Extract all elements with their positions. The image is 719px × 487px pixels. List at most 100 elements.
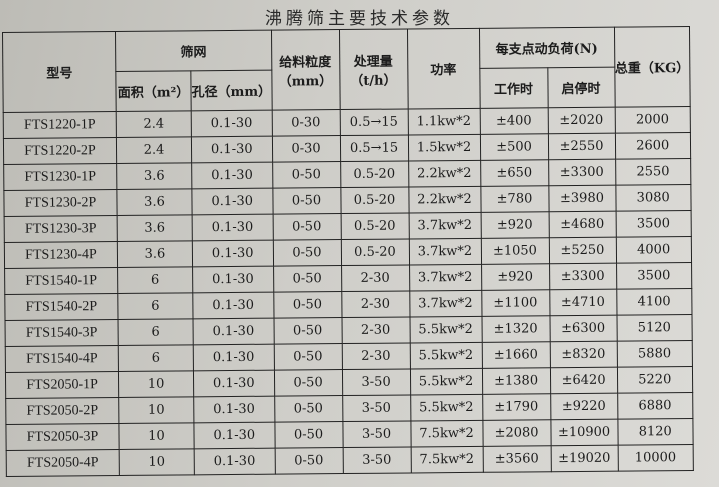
cell-weight: 8120 [617, 418, 694, 446]
cell-weight: 3500 [616, 262, 692, 290]
cell-area: 6 [118, 344, 194, 372]
header-aperture: 孔径（mm） [190, 70, 272, 111]
cell-weight: 5880 [616, 340, 693, 368]
cell-model: FTS1230-2P [3, 189, 118, 217]
cell-start-stop-load: ±2020 [547, 107, 615, 134]
cell-aperture: 0.1-30 [193, 422, 275, 449]
cell-working-load: ±1050 [480, 237, 550, 265]
cell-model: FTS1220-2P [3, 137, 117, 165]
cell-feed-size: 0-50 [274, 395, 343, 423]
cell-aperture: 0.1-30 [191, 162, 273, 189]
header-weight: 总重（KG） [613, 26, 691, 108]
cell-feed-size: 0-50 [272, 213, 341, 241]
cell-model: FTS1540-2P [4, 293, 119, 321]
cell-capacity: 2-30 [341, 316, 410, 344]
cell-aperture: 0.1-30 [194, 448, 275, 475]
cell-area: 10 [118, 422, 195, 450]
cell-working-load: ±1790 [482, 393, 551, 421]
cell-power: 2.2kw*2 [408, 160, 481, 187]
page-title: 沸腾筛主要技术参数 [265, 9, 454, 29]
header-power: 功率 [407, 28, 480, 109]
cell-start-stop-load: ±6420 [549, 367, 618, 394]
cell-aperture: 0.1-30 [192, 292, 274, 319]
cell-feed-size: 0-50 [274, 421, 343, 449]
cell-power: 2.2kw*2 [408, 186, 481, 213]
cell-weight: 4000 [615, 236, 692, 264]
cell-aperture: 0.1-30 [193, 396, 275, 423]
cell-aperture: 0.1-30 [191, 188, 273, 215]
cell-feed-size: 0-50 [274, 447, 343, 475]
cell-power: 3.7kw*2 [408, 238, 482, 265]
cell-start-stop-load: ±4710 [549, 289, 617, 316]
cell-weight: 5220 [616, 366, 693, 394]
cell-area: 6 [118, 318, 194, 346]
cell-power: 5.5kw*2 [409, 368, 483, 395]
cell-feed-size: 0-50 [273, 343, 342, 371]
cell-working-load: ±3560 [482, 445, 551, 473]
cell-power: 1.1kw*2 [407, 108, 480, 135]
cell-capacity: 0.5-20 [340, 186, 409, 214]
cell-area: 3.6 [116, 162, 192, 190]
cell-weight: 2000 [614, 106, 691, 134]
spec-table: 型号 筛网 给料粒度（mm） 处理量（t/h） 功率 每支点动负荷(N) 总重（… [2, 26, 694, 477]
cell-capacity: 0.5→15 [339, 108, 408, 136]
cell-feed-size: 0-50 [272, 161, 341, 189]
cell-working-load: ±1320 [481, 315, 550, 343]
cell-power: 7.5kw*2 [410, 446, 483, 473]
cell-feed-size: 0-30 [271, 135, 341, 163]
cell-model: FTS2050-1P [5, 371, 119, 399]
cell-start-stop-load: ±3980 [548, 185, 616, 212]
cell-area: 6 [117, 266, 193, 294]
cell-start-stop-load: ±4680 [548, 211, 616, 238]
cell-working-load: ±500 [479, 133, 549, 161]
cell-start-stop-load: ±2550 [547, 133, 616, 160]
cell-capacity: 2-30 [341, 264, 410, 292]
cell-feed-size: 0-50 [273, 317, 342, 345]
cell-start-stop-load: ±3300 [549, 263, 617, 290]
header-start-stop: 启停时 [547, 67, 615, 108]
cell-power: 7.5kw*2 [410, 420, 483, 447]
cell-weight: 10000 [617, 444, 694, 472]
cell-weight: 4100 [616, 288, 692, 316]
cell-capacity: 0.5-20 [340, 160, 409, 188]
header-area: 面积（m²） [115, 70, 192, 112]
cell-power: 3.7kw*2 [409, 290, 482, 317]
cell-start-stop-load: ±5250 [548, 237, 617, 264]
cell-capacity: 3-50 [342, 446, 411, 474]
cell-power: 1.5kw*2 [407, 134, 481, 161]
header-working: 工作时 [479, 67, 548, 109]
header-capacity: 处理量（t/h） [339, 28, 408, 110]
cell-power: 5.5kw*2 [410, 394, 483, 421]
cell-area: 10 [119, 448, 195, 476]
cell-working-load: ±920 [480, 211, 549, 239]
cell-working-load: ±780 [480, 185, 549, 213]
cell-start-stop-load: ±19020 [550, 445, 618, 472]
cell-power: 5.5kw*2 [409, 316, 482, 343]
cell-aperture: 0.1-30 [192, 214, 273, 241]
cell-area: 3.6 [117, 240, 193, 268]
cell-start-stop-load: ±3300 [548, 159, 616, 186]
cell-model: FTS1220-1P [3, 111, 117, 139]
cell-power: 3.7kw*2 [409, 264, 482, 291]
cell-model: FTS1230-1P [3, 163, 117, 191]
header-screen: 筛网 [115, 30, 272, 72]
cell-working-load: ±920 [481, 263, 550, 291]
header-dynamic-load: 每支点动负荷(N) [479, 27, 615, 69]
cell-area: 10 [118, 370, 194, 398]
cell-feed-size: 0-50 [273, 265, 342, 293]
table-row: FTS2050-4P 10 0.1-30 0-50 3-50 7.5kw*2 ±3560 ±1… [6, 444, 694, 477]
cell-working-load: ±400 [479, 107, 548, 135]
cell-start-stop-load: ±10900 [550, 419, 618, 446]
cell-weight: 2600 [614, 132, 691, 160]
cell-aperture: 0.1-30 [193, 344, 274, 371]
cell-feed-size: 0-50 [272, 239, 342, 267]
cell-model: FTS1540-4P [5, 345, 119, 373]
cell-start-stop-load: ±6300 [549, 315, 617, 342]
cell-aperture: 0.1-30 [193, 318, 274, 345]
cell-feed-size: 0-30 [271, 109, 340, 137]
cell-capacity: 3-50 [341, 368, 411, 396]
cell-model: FTS1540-3P [5, 319, 119, 347]
cell-aperture: 0.1-30 [192, 266, 274, 293]
cell-area: 10 [118, 396, 194, 424]
cell-capacity: 0.5-20 [340, 238, 410, 266]
